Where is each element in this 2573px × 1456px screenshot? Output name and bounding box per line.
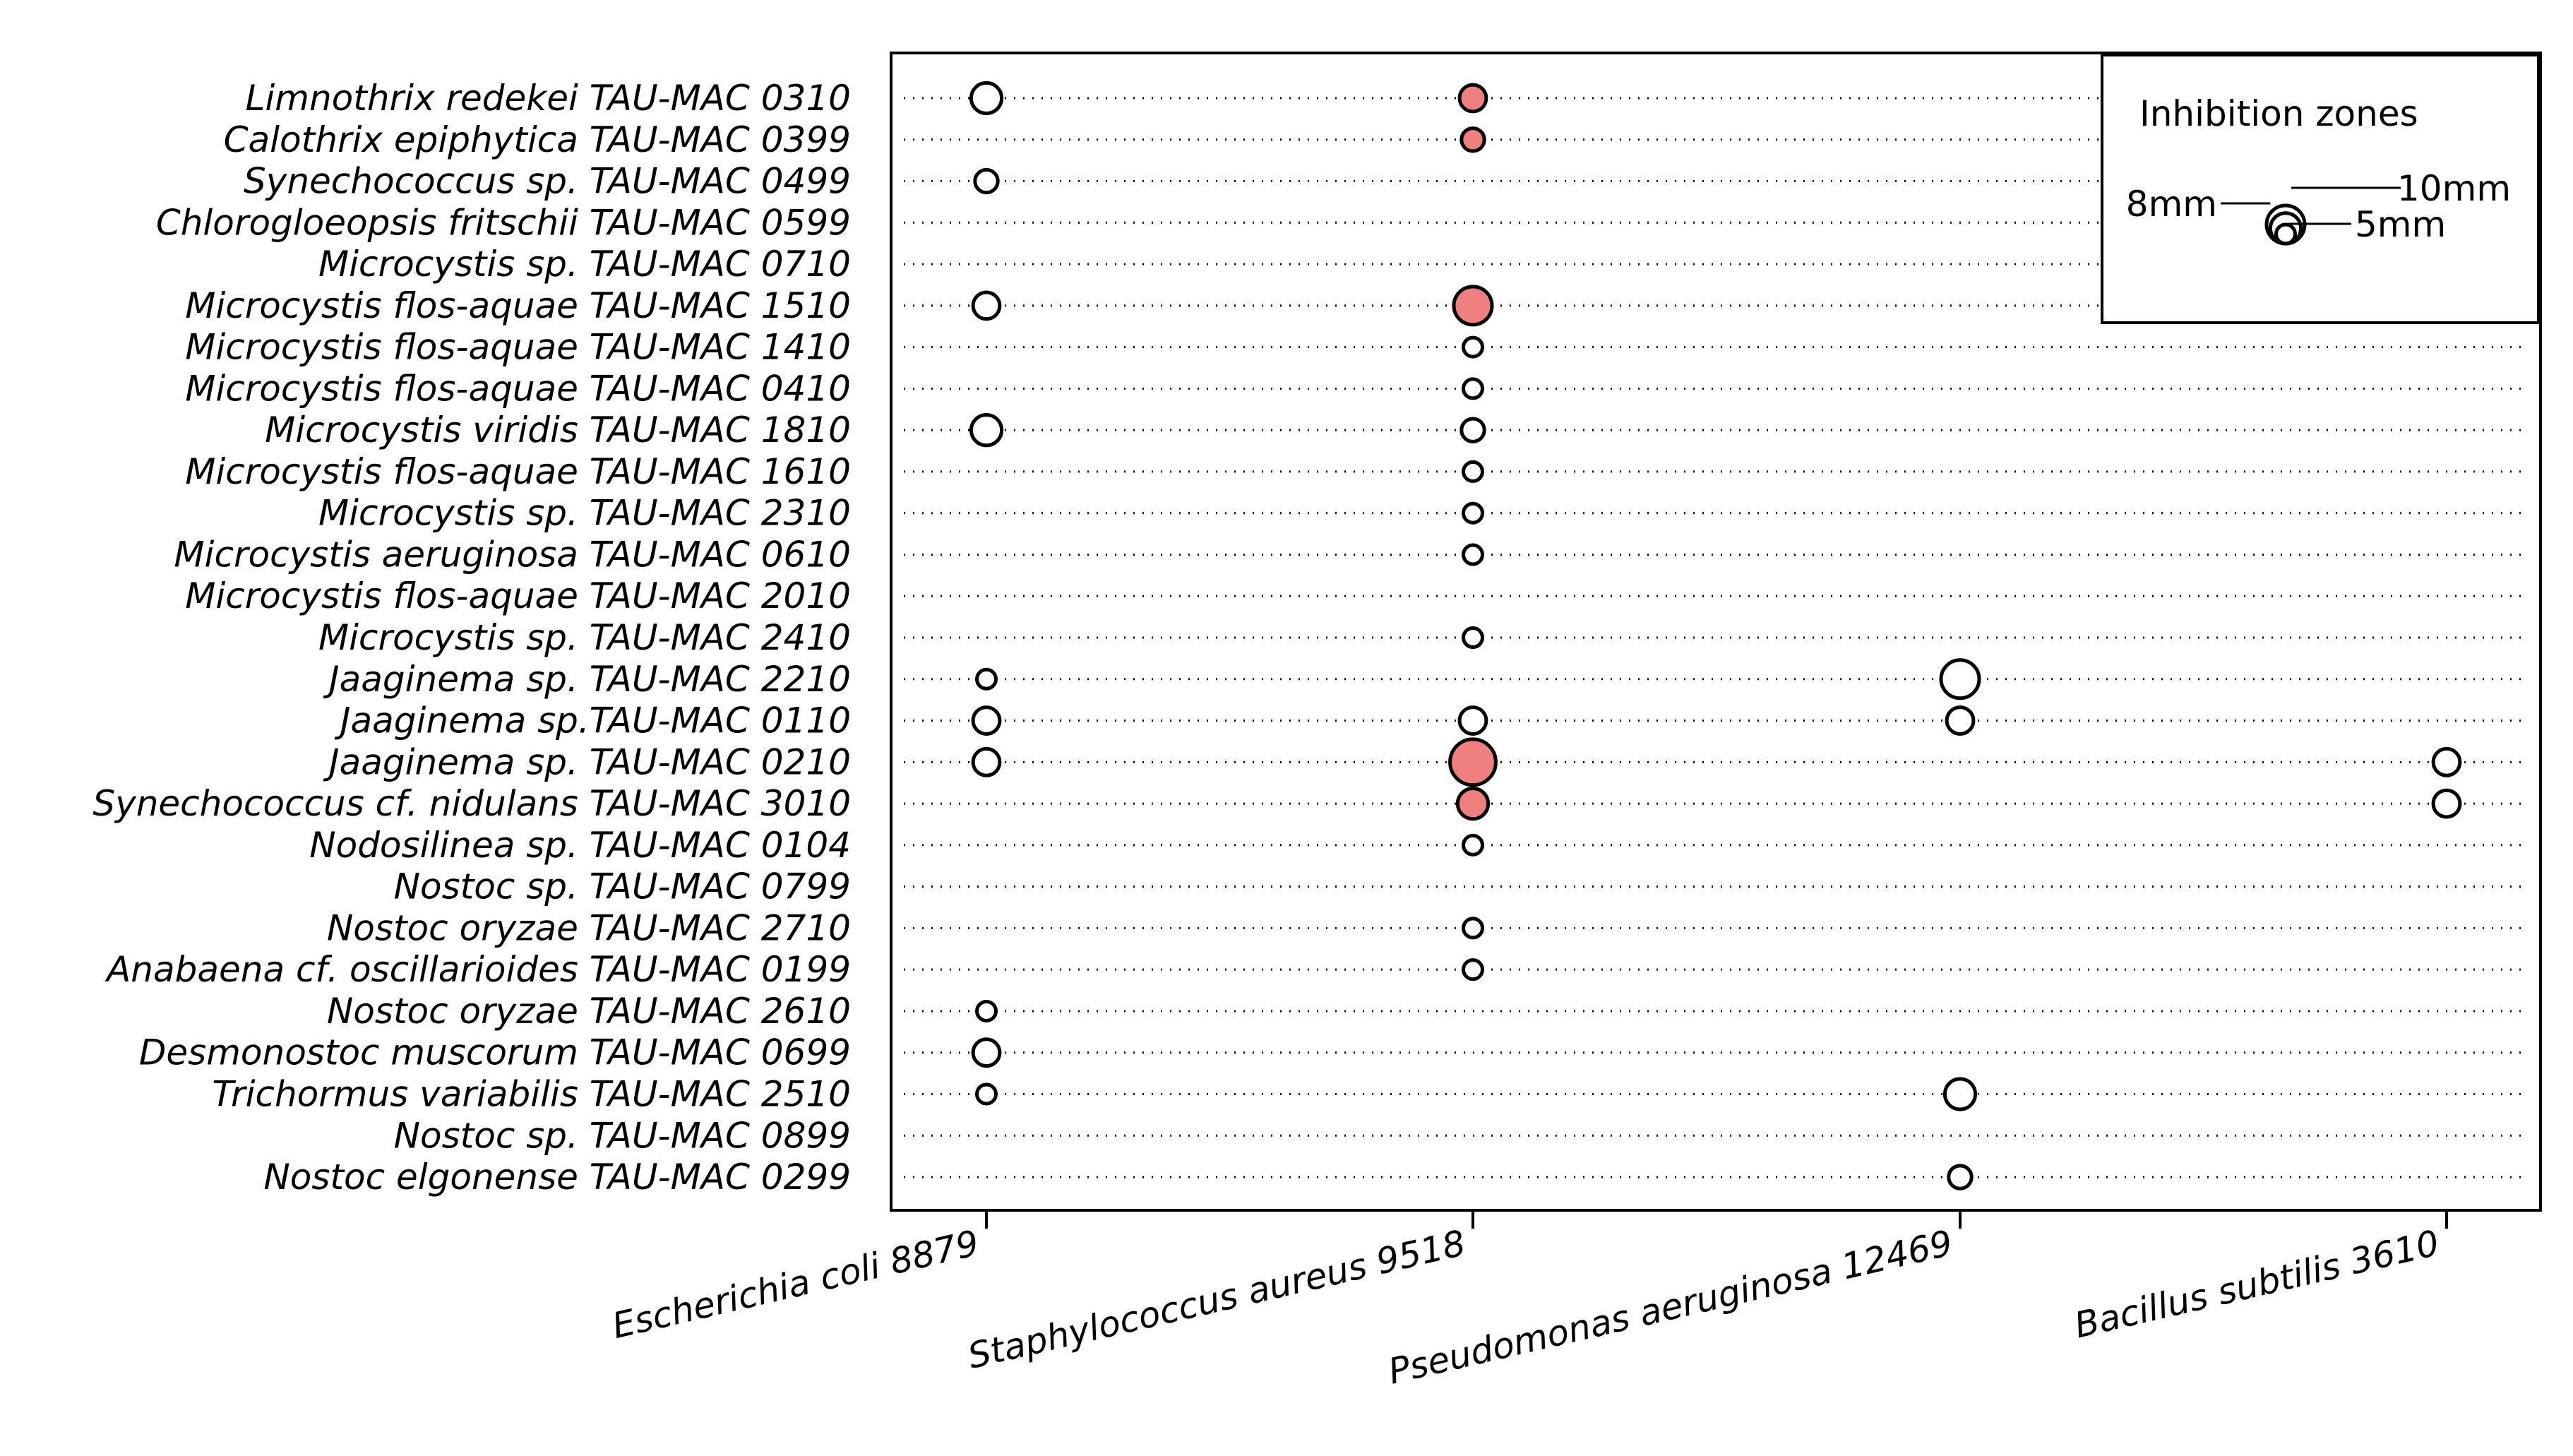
bubble-point-5: [1452, 285, 1494, 327]
bubble-point-14: [975, 667, 998, 691]
y-label-chlorogloeopsis-fritschii-tau-mac-0599: Chlorogloeopsis fritschii TAU-MAC 0599: [156, 202, 851, 243]
legend-title: Inhibition zones: [2139, 93, 2418, 134]
y-label-synechococcus-sp-tau-mac-0499: Synechococcus sp. TAU-MAC 0499: [244, 161, 851, 202]
bubble-point-1: [1457, 83, 1488, 114]
bubble-point-8: [969, 413, 1004, 448]
bubble-point-12: [1462, 543, 1484, 566]
bubble-point-24: [1462, 833, 1484, 857]
y-label-microcystis-flos-aquae-tau-mac-1510: Microcystis flos-aquae TAU-MAC 1510: [185, 285, 851, 326]
bubble-point-21: [2431, 746, 2462, 777]
y-label-microcystis-flos-aquae-tau-mac-1610: Microcystis flos-aquae TAU-MAC 1610: [185, 451, 851, 492]
bubble-point-17: [1457, 705, 1488, 736]
bubble-point-9: [1459, 417, 1486, 443]
bubble-point-29: [975, 1082, 998, 1106]
y-label-synechococcus-cf-nidulans-tau-mac-3010: Synechococcus cf. nidulans TAU-MAC 3010: [92, 783, 851, 824]
y-label-microcystis-flos-aquae-tau-mac-1410: Microcystis flos-aquae TAU-MAC 1410: [185, 327, 851, 368]
bubble-point-25: [1462, 917, 1484, 940]
y-label-microcystis-aeruginosa-tau-mac-0610: Microcystis aeruginosa TAU-MAC 0610: [174, 534, 851, 575]
bubble-point-23: [2431, 788, 2462, 819]
bubble-point-4: [971, 290, 1002, 321]
y-label-nostoc-sp-tau-mac-0799: Nostoc sp. TAU-MAC 0799: [394, 866, 851, 907]
bubble-points: [969, 80, 2462, 1191]
bubble-point-30: [1942, 1077, 1978, 1111]
bubble-point-19: [971, 746, 1002, 777]
y-label-anabaena-cf-oscillarioides-tau-mac-0199: Anabaena cf. oscillarioides TAU-MAC 0199: [105, 949, 851, 990]
y-label-calothrix-epiphytica-tau-mac-0399: Calothrix epiphytica TAU-MAC 0399: [224, 119, 851, 160]
y-label-microcystis-sp-tau-mac-2410: Microcystis sp. TAU-MAC 2410: [318, 617, 851, 658]
bubble-point-0: [969, 80, 1004, 116]
x-label-pseudomonas-aeruginosa-12469: Pseudomonas aeruginosa 12469: [1385, 1222, 1957, 1392]
bubble-point-16: [971, 705, 1002, 736]
bubble-point-31: [1947, 1164, 1974, 1191]
y-label-microcystis-viridis-tau-mac-1810: Microcystis viridis TAU-MAC 1810: [265, 410, 851, 450]
bubble-point-10: [1462, 460, 1484, 483]
bubble-point-15: [1939, 658, 1981, 700]
bubble-point-26: [1462, 958, 1484, 981]
y-label-microcystis-sp-tau-mac-0710: Microcystis sp. TAU-MAC 0710: [318, 244, 851, 285]
y-label-desmonostoc-muscorum-tau-mac-0699: Desmonostoc muscorum TAU-MAC 0699: [139, 1032, 851, 1073]
x-axis-ticks: [985, 1210, 2448, 1229]
x-label-escherichia-coli-8879: Escherichia coli 8879: [609, 1222, 983, 1347]
bubble-point-6: [1462, 335, 1484, 359]
y-axis-labels: Limnothrix redekei TAU-MAC 0310Calothrix…: [92, 78, 851, 1198]
legend-items: 10mm 8mm 5mm: [2126, 168, 2511, 246]
legend-label-5mm: 5mm: [2355, 204, 2446, 245]
y-label-jaaginema-sp-tau-mac-2210: Jaaginema sp. TAU-MAC 2210: [323, 659, 851, 700]
y-label-nostoc-sp-tau-mac-0899: Nostoc sp. TAU-MAC 0899: [394, 1115, 851, 1156]
y-label-nodosilinea-sp-tau-mac-0104: Nodosilinea sp. TAU-MAC 0104: [309, 825, 851, 866]
bubble-point-2: [1459, 126, 1486, 153]
plot-frame: [890, 52, 2542, 1212]
y-label-microcystis-flos-aquae-tau-mac-2010: Microcystis flos-aquae TAU-MAC 2010: [185, 575, 851, 616]
y-label-nostoc-oryzae-tau-mac-2710: Nostoc oryzae TAU-MAC 2710: [327, 907, 851, 948]
x-label-bacillus-subtilis-3610: Bacillus subtilis 3610: [2070, 1222, 2442, 1346]
legend: Inhibition zones 10mm 8mm 5mm: [2101, 54, 2540, 324]
y-label-jaaginema-sp-tau-mac-0110: Jaaginema sp.TAU-MAC 0110: [334, 700, 851, 741]
legend-circle-5mm: [2274, 222, 2297, 246]
legend-label-8mm: 8mm: [2126, 184, 2217, 225]
bubble-point-7: [1462, 377, 1484, 400]
y-label-nostoc-elgonense-tau-mac-0299: Nostoc elgonense TAU-MAC 0299: [263, 1157, 851, 1198]
y-label-nostoc-oryzae-tau-mac-2610: Nostoc oryzae TAU-MAC 2610: [327, 991, 851, 1032]
bubble-point-28: [971, 1037, 1002, 1068]
bubble-point-20: [1448, 737, 1498, 787]
y-label-limnothrix-redekei-tau-mac-0310: Limnothrix redekei TAU-MAC 0310: [246, 78, 851, 119]
bubble-point-3: [973, 167, 1000, 195]
y-label-trichormus-variabilis-tau-mac-2510: Trichormus variabilis TAU-MAC 2510: [212, 1073, 851, 1114]
y-label-jaaginema-sp-tau-mac-0210: Jaaginema sp. TAU-MAC 0210: [323, 741, 851, 782]
y-label-microcystis-sp-tau-mac-2310: Microcystis sp. TAU-MAC 2310: [318, 493, 851, 534]
y-label-microcystis-flos-aquae-tau-mac-0410: Microcystis flos-aquae TAU-MAC 0410: [185, 368, 851, 409]
legend-label-10mm: 10mm: [2397, 168, 2511, 209]
bubble-point-11: [1462, 501, 1484, 525]
bubble-point-18: [1945, 705, 1976, 736]
bubble-point-27: [975, 999, 998, 1022]
bubble-point-13: [1462, 626, 1484, 650]
bubble-point-22: [1455, 786, 1491, 821]
